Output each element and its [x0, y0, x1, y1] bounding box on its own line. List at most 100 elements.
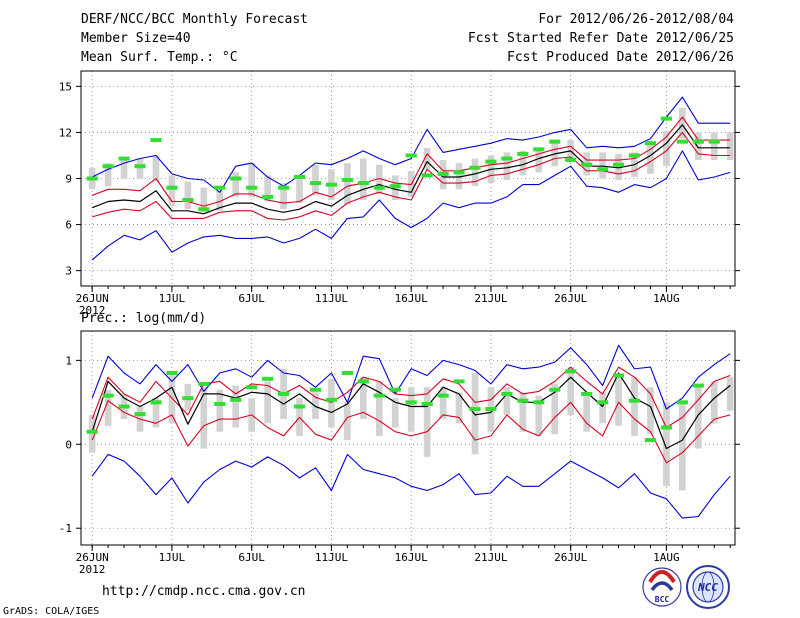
temp-observation-marker — [628, 153, 641, 158]
temp-observation-marker — [277, 185, 290, 190]
ncc-logo: NCC — [686, 565, 730, 609]
prec-member-box — [152, 398, 160, 428]
ncc-logo-meridian — [701, 571, 715, 603]
temp-member-box — [216, 190, 224, 211]
prec-spread-line-lower — [91, 400, 731, 464]
prec-observation-marker — [198, 381, 210, 386]
prec-member-box — [439, 387, 447, 420]
prec-observation-marker — [533, 400, 545, 405]
temp-ytick-label: 15 — [59, 80, 72, 93]
prec-observation-marker — [86, 429, 98, 434]
temp-ytick-label: 9 — [65, 173, 72, 186]
temp-member-box — [375, 164, 383, 194]
member-size-label: Member Size=40 — [81, 31, 191, 46]
grads-credit: GrADS: COLA/IGES — [3, 606, 99, 617]
fcst-started-label: Fcst Started Refer Date 2012/06/25 — [468, 31, 734, 46]
temp-ytick-label: 12 — [59, 126, 72, 139]
temp-observation-marker — [644, 141, 657, 146]
prec-member-box — [471, 372, 479, 455]
temp-member-box — [120, 160, 128, 179]
temp-member-box — [104, 163, 112, 187]
prec-observation-marker — [373, 393, 385, 398]
prec-member-box — [328, 378, 335, 428]
prec-observation-marker — [246, 385, 258, 390]
prec-member-box — [503, 387, 511, 415]
prec-xtick-label: 16JUL — [395, 551, 428, 564]
temp-observation-marker — [309, 181, 322, 186]
prec-observation-marker — [293, 404, 306, 409]
prec-member-box — [583, 392, 591, 432]
temp-member-box — [423, 147, 431, 170]
temp-observation-marker — [341, 178, 353, 183]
bcc-logo-text: BCC — [655, 595, 670, 604]
temp-observation-marker — [660, 116, 672, 121]
temp-year-label: 2012 — [79, 304, 106, 317]
prec-plot-frame — [80, 330, 736, 546]
prec-observation-marker — [309, 387, 322, 392]
prec-year-label: 2012 — [79, 563, 106, 576]
temp-ytick-label: 6 — [65, 219, 72, 232]
prec-observation-marker — [549, 387, 561, 392]
prec-variable-label: Prec.: log(mm/d) — [81, 311, 206, 326]
temp-xtick-label: 16JUL — [395, 292, 428, 305]
temp-observation-marker — [293, 174, 306, 179]
prec-member-box — [88, 414, 96, 453]
temp-member-box — [312, 164, 319, 196]
prec-xtick-label: 6JUL — [238, 551, 265, 564]
prec-observation-marker — [581, 391, 593, 396]
temp-member-box — [551, 143, 559, 167]
prec-xtick-label: 26JUL — [554, 551, 587, 564]
temp-observation-marker — [581, 162, 593, 167]
prec-observation-marker — [597, 400, 609, 405]
prec-member-box — [375, 381, 383, 436]
temp-member-box — [455, 163, 463, 190]
temp-observation-marker — [549, 139, 561, 144]
prec-member-box — [567, 367, 575, 415]
temp-member-box — [359, 158, 367, 200]
temp-observation-marker — [389, 184, 401, 189]
temp-observation-marker — [708, 139, 720, 144]
prec-observation-marker — [166, 370, 178, 375]
prec-observation-marker — [565, 369, 577, 374]
prec-observation-marker — [357, 379, 369, 384]
prec-observation-marker — [341, 370, 353, 375]
prec-member-box — [551, 383, 559, 435]
forecast-period-label: For 2012/06/26-2012/08/04 — [538, 12, 734, 27]
prec-member-box — [312, 392, 319, 420]
prec-member-box — [344, 402, 351, 441]
temp-observation-marker — [676, 139, 688, 144]
prec-member-box — [359, 377, 367, 420]
prec-observation-marker — [389, 387, 401, 392]
prec-member-box — [264, 381, 271, 424]
prec-member-box — [631, 377, 638, 436]
temp-member-box — [599, 152, 606, 179]
temp-member-box — [519, 150, 527, 176]
temp-observation-marker — [118, 156, 130, 161]
temp-member-box — [615, 153, 622, 181]
source-url[interactable]: http://cmdp.ncc.cma.gov.cn — [102, 584, 306, 599]
prec-member-box — [200, 387, 208, 449]
prec-xtick-label: 26JUN — [76, 551, 109, 564]
temp-observation-marker — [325, 182, 338, 187]
prec-observation-marker — [325, 397, 338, 402]
prec-observation-marker — [612, 373, 625, 378]
prec-xtick-label: 1AUG — [653, 551, 680, 564]
temp-observation-marker — [612, 162, 625, 167]
prec-observation-marker — [134, 412, 146, 417]
prec-member-box — [710, 381, 718, 424]
prec-xtick-label: 21JUL — [474, 551, 507, 564]
prec-member-box — [726, 377, 734, 411]
prec-observation-marker — [118, 404, 130, 409]
temp-xtick-label: 11JUL — [315, 292, 348, 305]
temp-member-box — [152, 155, 160, 182]
temp-xtick-label: 6JUL — [238, 292, 265, 305]
temp-observation-marker — [421, 173, 433, 178]
prec-ytick-label: 1 — [65, 354, 72, 367]
temp-member-box — [344, 163, 351, 205]
prec-member-box — [232, 385, 240, 428]
temp-spread-line-lower — [92, 131, 731, 221]
prec-observation-marker — [230, 397, 242, 402]
prec-ytick-label: -1 — [59, 522, 72, 535]
temp-range-line-low — [91, 150, 731, 261]
